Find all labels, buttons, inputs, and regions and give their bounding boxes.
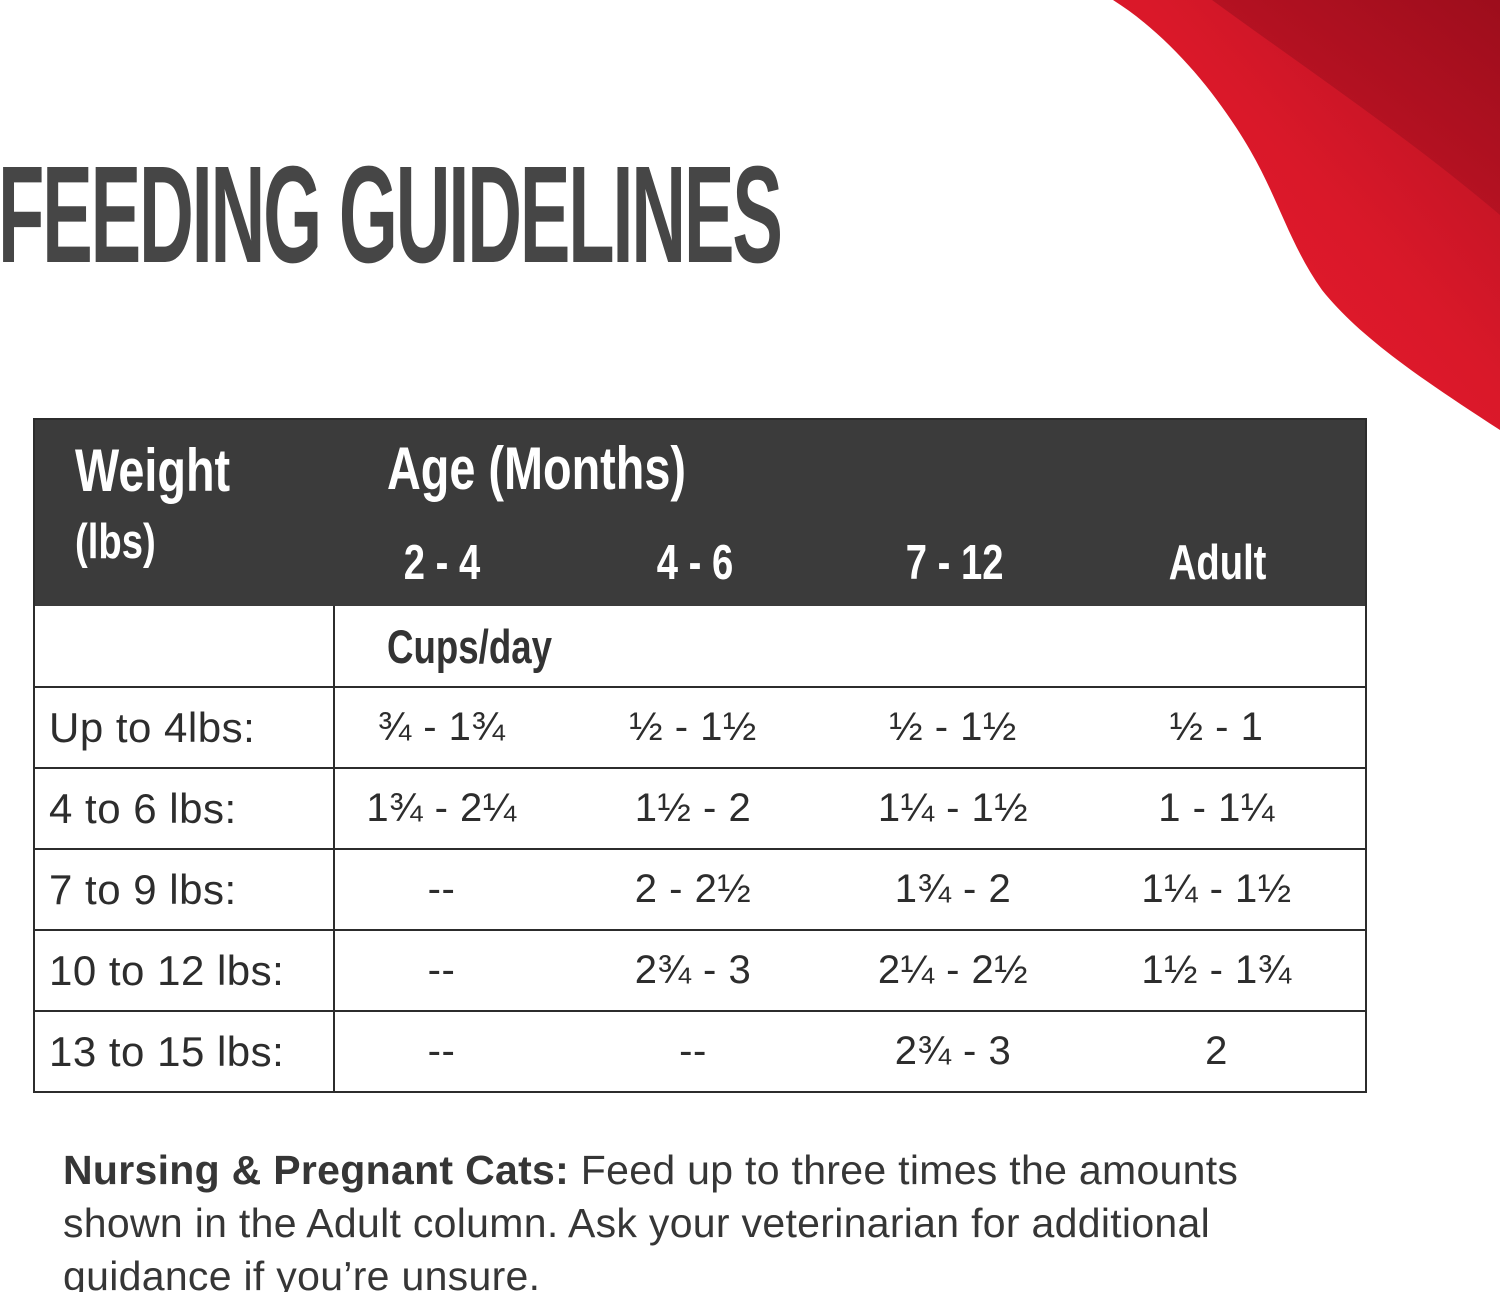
note-text: Feed up to three times the amounts — [569, 1147, 1239, 1193]
table-row: 10 to 12 lbs: -- 2¾ - 3 2¼ - 2½ 1½ - 1¾ — [35, 929, 1365, 1010]
weight-cell: 13 to 15 lbs: — [49, 1027, 285, 1075]
note-line: shown in the Adult column. Ask your vete… — [63, 1200, 1211, 1246]
units-row-spacer — [35, 606, 333, 686]
value-cell: -- — [333, 850, 548, 929]
value-cell: 1½ - 1¾ — [1141, 948, 1292, 992]
note-line: Nursing & Pregnant Cats: Feed up to thre… — [63, 1144, 1238, 1197]
value-cell: 1¾ - 2¼ — [333, 769, 548, 848]
weight-column-header: Weight — [75, 437, 231, 504]
age-column-headers: 2 - 4 4 - 6 7 - 12 Adult — [335, 530, 1365, 596]
value-cell: -- — [679, 1029, 707, 1073]
value-cell: 2 — [1205, 1029, 1228, 1073]
value-cell: 2 - 2½ — [634, 867, 752, 911]
value-cell: ¾ - 1¾ — [333, 688, 548, 767]
age-col-4-6: 4 - 6 — [656, 536, 734, 590]
value-cell: ½ - 1½ — [889, 705, 1017, 749]
weight-cell: 7 to 9 lbs: — [49, 865, 237, 913]
note-line: guidance if you’re unsure. — [63, 1253, 541, 1292]
note-bold-label: Nursing & Pregnant Cats: — [63, 1147, 570, 1193]
table-row: 13 to 15 lbs: -- -- 2¾ - 3 2 — [35, 1010, 1365, 1091]
red-swoosh-icon — [1113, 0, 1500, 430]
value-cell: 2¾ - 3 — [634, 948, 752, 992]
age-col-7-12: 7 - 12 — [906, 536, 1004, 590]
value-cell: ½ - 1 — [1169, 705, 1264, 749]
value-cell: -- — [333, 1012, 548, 1091]
value-cell: 2¼ - 2½ — [877, 948, 1029, 992]
table-row: 4 to 6 lbs: 1¾ - 2¼ 1½ - 2 1¼ - 1½ 1 - 1… — [35, 767, 1365, 848]
weight-cell: 10 to 12 lbs: — [49, 946, 285, 994]
value-cell: 1¼ - 1½ — [877, 786, 1029, 830]
page-title: FEEDING GUIDELINES — [0, 138, 783, 292]
feeding-guidelines-table: Weight (lbs) Age (Months) 2 - 4 4 - 6 7 … — [33, 418, 1367, 1093]
value-cell: 1 - 1¼ — [1158, 786, 1275, 830]
table-row: 7 to 9 lbs: -- 2 - 2½ 1¾ - 2 1¼ - 1½ — [35, 848, 1365, 929]
age-months-header: Age (Months) — [387, 435, 686, 502]
table-row: Up to 4lbs: ¾ - 1¾ ½ - 1½ ½ - 1½ ½ - 1 — [35, 686, 1365, 767]
weight-cell: Up to 4lbs: — [49, 703, 256, 751]
value-cell: 2¾ - 3 — [894, 1029, 1012, 1073]
value-cell: -- — [333, 931, 548, 1010]
value-cell: 1¼ - 1½ — [1141, 867, 1292, 911]
value-cell: 1¾ - 2 — [894, 867, 1012, 911]
table-header: Weight (lbs) Age (Months) 2 - 4 4 - 6 7 … — [35, 420, 1365, 606]
nursing-pregnant-note: Nursing & Pregnant Cats: Feed up to thre… — [63, 1144, 1238, 1292]
age-col-2-4: 2 - 4 — [404, 536, 481, 590]
cups-per-day-label: Cups/day — [333, 606, 1365, 686]
weight-unit-label: (lbs) — [75, 515, 156, 569]
age-col-adult: Adult — [1168, 536, 1267, 590]
units-row: Cups/day — [35, 606, 1365, 686]
value-cell: ½ - 1½ — [629, 705, 757, 749]
weight-cell: 4 to 6 lbs: — [49, 784, 237, 832]
value-cell: 1½ - 2 — [634, 786, 752, 830]
